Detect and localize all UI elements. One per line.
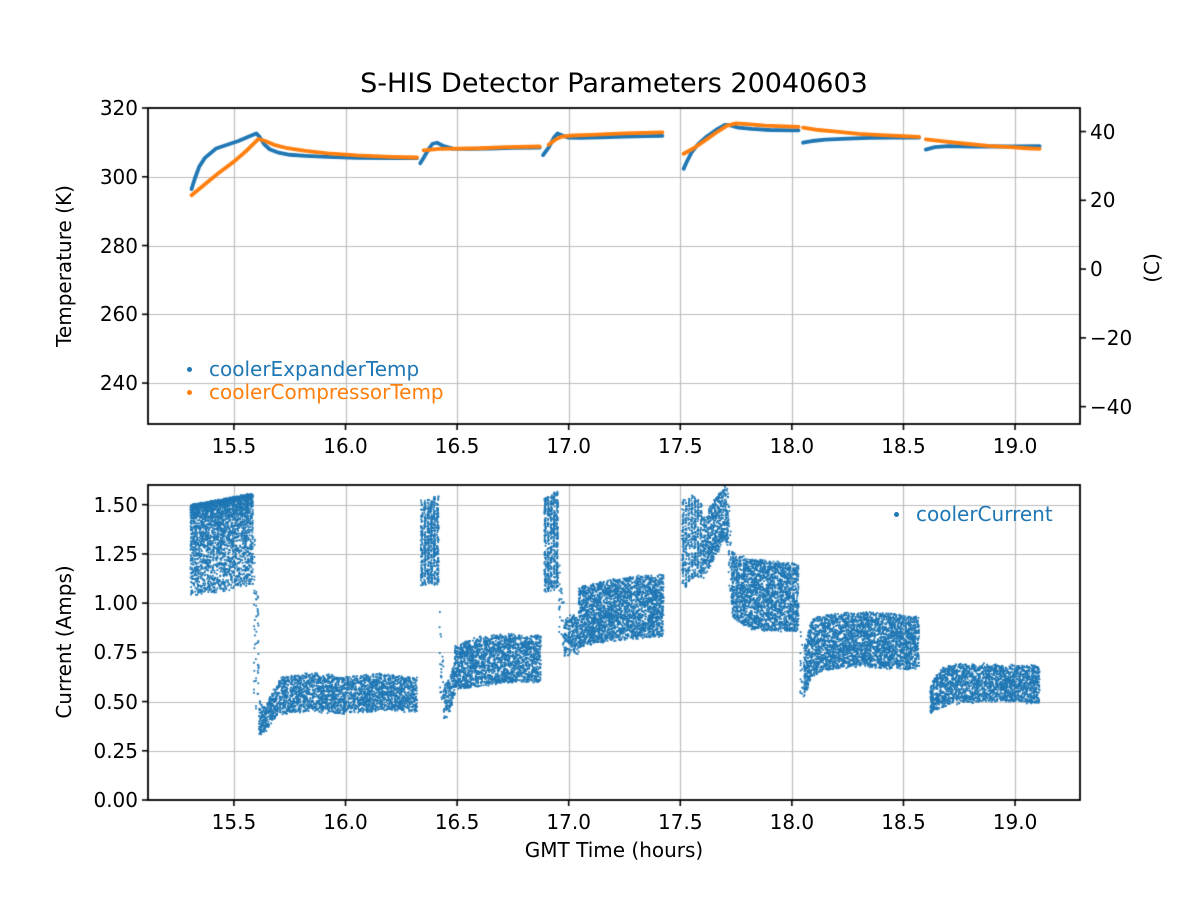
legend-entry-cooler-expander-temp: coolerExpanderTemp: [187, 357, 419, 381]
y-tick-label: 1.50: [93, 492, 138, 517]
x-tick-label: 16.5: [434, 810, 480, 834]
y-tick-label: 280: [99, 233, 138, 258]
y-tick-label-right: 40: [1090, 119, 1116, 144]
x-tick-label: 15.5: [211, 434, 257, 458]
legend-label: coolerCompressorTemp: [209, 380, 444, 404]
legend-marker-dot: [894, 511, 899, 517]
x-tick-label: 19.0: [992, 810, 1038, 834]
y-tick-label: 240: [99, 371, 138, 396]
y-tick-label: 260: [99, 302, 138, 327]
y-tick-label: 1.00: [93, 591, 138, 616]
legend-label: coolerCurrent: [916, 502, 1053, 526]
x-tick-label: 18.0: [769, 434, 815, 458]
x-tick-label: 18.5: [881, 434, 926, 458]
x-axis-label: GMT Time (hours): [524, 838, 704, 862]
y-tick-label-right: 20: [1090, 188, 1116, 213]
y-tick-label: 320: [99, 96, 138, 120]
y-tick-label: 0.75: [93, 640, 138, 665]
x-tick-label: 16.5: [434, 434, 480, 458]
y-tick-label: 300: [99, 164, 138, 189]
x-tick-label: 17.0: [546, 434, 591, 458]
x-tick-label: 16.0: [323, 810, 368, 834]
x-tick-label: 19.0: [992, 434, 1038, 458]
legend-marker-dot: [187, 389, 192, 395]
y-tick-label: 1.25: [93, 541, 138, 566]
x-tick-label: 17.5: [658, 434, 703, 458]
chart-title: S-HIS Detector Parameters 20040603: [360, 68, 868, 99]
y-tick-label: 0.25: [93, 738, 138, 763]
x-tick-label: 15.5: [211, 810, 257, 834]
y-tick-label-right: −20: [1090, 325, 1133, 350]
y-tick-label-right: −40: [1090, 394, 1133, 419]
y-tick-label-right: 0: [1090, 257, 1103, 282]
x-tick-label: 17.0: [546, 810, 591, 834]
x-tick-label: 17.5: [658, 810, 703, 834]
x-tick-label: 18.5: [881, 810, 926, 834]
legend-label: coolerExpanderTemp: [209, 357, 420, 381]
y-tick-label: 0.00: [93, 788, 138, 812]
x-tick-label: 16.0: [323, 434, 368, 458]
y-tick-label: 0.50: [93, 689, 138, 714]
legend-entry-cooler-current: coolerCurrent: [894, 502, 1053, 526]
x-tick-label: 18.0: [769, 810, 815, 834]
legend-entry-cooler-compressor-temp: coolerCompressorTemp: [187, 380, 444, 404]
legend-marker-dot: [187, 366, 192, 372]
